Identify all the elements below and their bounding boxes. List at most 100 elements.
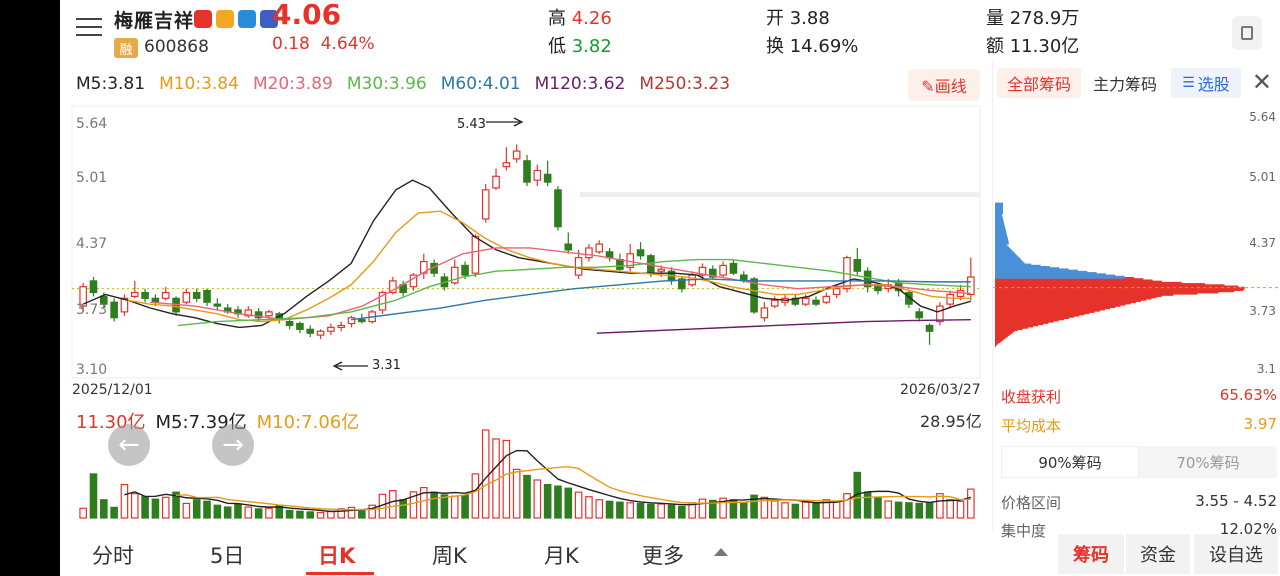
volume-bar [647,503,655,519]
volume-value: 278.9万 [1009,8,1080,29]
tab-period[interactable]: 周K [432,544,467,568]
turnover-label: 换 [766,36,784,57]
current-price: 4.06 [272,0,342,31]
volume-bar [946,499,954,519]
tab-all-chips[interactable]: 全部筹码 [997,68,1081,98]
chip-panel: 全部筹码 主力筹码 ☰ 选股 ✕ 5.64 5.01 4.37 3.73 3.1 收盘获… [992,62,1280,540]
profit-value: 65.63% [1219,386,1277,404]
volume-bar [368,504,376,519]
expand-triangle-icon[interactable] [714,548,728,556]
menu-icon[interactable] [76,16,102,38]
candle-body [915,311,924,319]
bottom-actions: 筹码 资金 设自选 [1058,534,1280,574]
volume-bar [327,510,335,519]
candle-body [254,311,263,319]
volume-bar [254,508,263,519]
chip-price-tick: 3.1 [1256,362,1276,376]
candle-body [512,150,521,160]
candle-body [296,322,304,330]
candle-body [554,189,562,228]
funds-button[interactable]: 资金 [1126,534,1190,574]
volume-bar [110,506,118,519]
volume-bar [337,508,346,519]
volume-bar [822,499,831,519]
tab-period[interactable]: 分时 [92,544,134,568]
candle-body [358,319,366,323]
draw-line-button[interactable]: ✎画线 [908,69,980,101]
change-amount: 0.18 [272,34,310,54]
chip-price-tick: 4.37 [1249,236,1276,250]
volume-bar [79,507,87,519]
volume-bar [564,487,573,519]
tab-period[interactable]: 月K [544,544,579,568]
candle-body [316,330,325,336]
stock-name[interactable]: 梅雁吉祥 [114,10,195,32]
candle-body [543,173,552,183]
amount-value: 11.30亿 [1009,36,1080,57]
list-icon: ☰ [1182,75,1195,91]
tab-stock-picker[interactable]: ☰ 选股 [1171,68,1241,98]
volume-m10: M10:7.06亿 [256,412,360,433]
candle-body [461,264,469,276]
tab-period[interactable]: 更多 [642,544,684,568]
kline-chart[interactable] [60,104,990,384]
prev-arrow-icon[interactable]: ← [108,424,150,466]
volume-bar [461,494,469,519]
price-tick: 4.37 [76,236,108,252]
candle-body [151,297,160,303]
candle-body [203,289,211,303]
add-watchlist-button[interactable]: 设自选 [1194,534,1278,574]
ma-line-m5 [82,179,972,329]
candle-body [678,278,686,290]
volume-bar [512,468,521,519]
volume-bar [636,502,645,519]
candle-body [130,291,139,297]
candle-body [698,266,707,276]
tab-90-chips[interactable]: 90%筹码 [1001,446,1139,478]
volume-bar [843,493,851,519]
candle-body [936,305,944,323]
volume-bar [616,501,624,519]
tab-period[interactable]: 日K [318,544,356,568]
price-range-value: 3.55 - 4.52 [1195,492,1277,510]
candle-body [327,326,335,332]
volume-bar [285,509,294,519]
volume-bar [430,491,438,519]
candle-body [874,286,882,292]
candle-body [182,291,191,303]
volume-bar [130,493,139,519]
chip-price-tick: 5.01 [1249,170,1276,184]
chips-button[interactable]: 筹码 [1058,534,1124,574]
volume-chart[interactable] [60,428,990,522]
tab-main-chips[interactable]: 主力筹码 [1092,75,1157,94]
volume-bar [265,507,273,519]
candle-body [832,288,841,296]
resistance-band [580,192,980,197]
candle-body [502,162,511,168]
volume-bar [172,491,180,519]
mascot-badge-icon [216,10,234,28]
open-value: 3.88 [789,8,830,29]
volume-bar [471,473,480,519]
open-label: 开 [766,8,784,29]
next-arrow-icon[interactable]: → [212,424,254,466]
candle-body [708,268,717,278]
start-date: 2025/12/01 [72,382,153,398]
volume-bar [151,498,160,519]
tab-70-chips[interactable]: 70%筹码 [1176,453,1240,472]
volume-bar [543,483,552,519]
close-icon[interactable]: ✕ [1251,68,1272,96]
copy-icon[interactable] [1232,16,1262,50]
volume-bar [223,506,232,519]
volume-bar [574,491,583,519]
ma-line-m30 [178,258,971,327]
candle-body [378,291,387,311]
volume-bar [450,495,459,519]
active-tab-underline [306,572,374,575]
candle-body [306,328,315,334]
ma-label: M5:3.81 [76,74,146,94]
tab-period[interactable]: 5日 [210,544,245,568]
open-price: 开 3.88 [766,4,830,30]
chip-percent-tabs: 90%筹码 70%筹码 [1001,446,1277,478]
chip-price-tick: 5.64 [1249,110,1276,124]
